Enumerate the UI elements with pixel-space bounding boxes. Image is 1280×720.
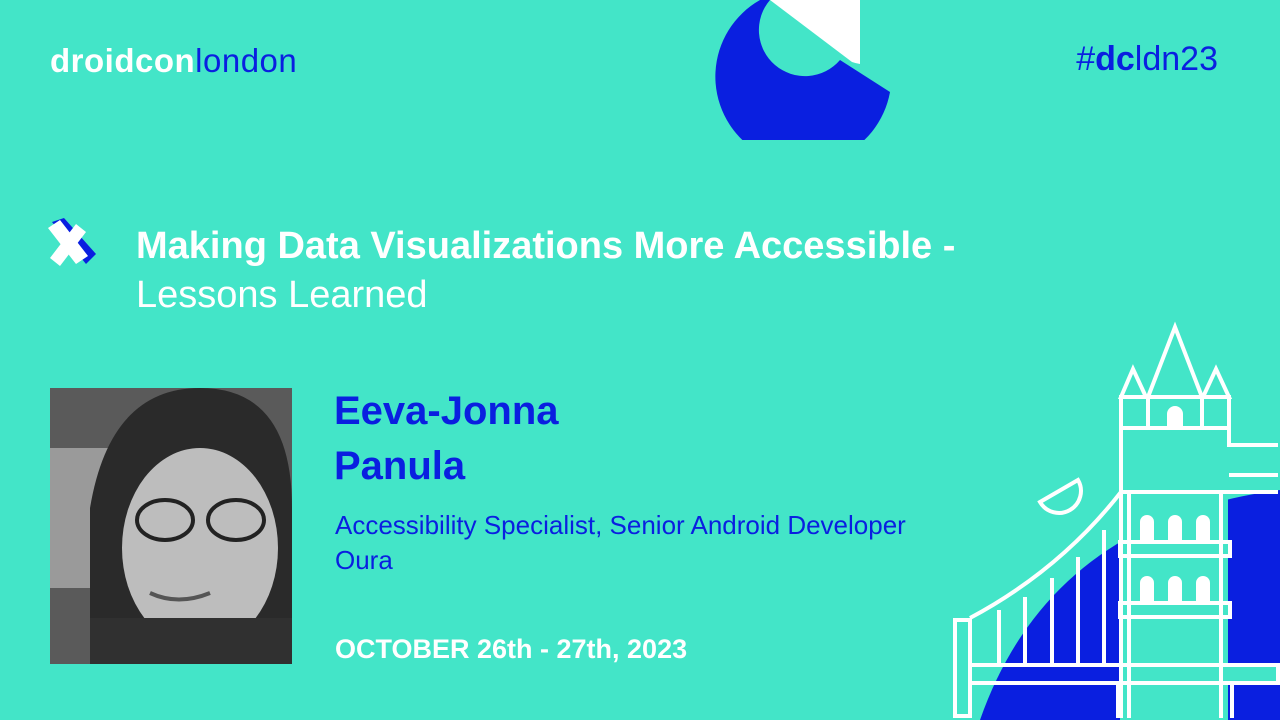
speaker-title: Accessibility Specialist, Senior Android… [335,510,906,540]
speaker-first-name: Eeva-Jonna [334,389,559,433]
speaker-last-name: Panula [334,444,466,488]
hashtag-prefix: # [1076,40,1096,78]
talk-title: Making Data Visualizations More Accessib… [136,225,956,267]
logo-light: london [195,42,298,79]
event-date: OCTOBER 26th - 27th, 2023 [335,634,688,664]
hashtag-bold: dc [1095,40,1135,78]
talk-subtitle: Lessons Learned [136,274,428,316]
x-mark-icon [48,218,96,266]
speaker-company: Oura [335,545,393,575]
android-robot-icon [1037,477,1083,515]
tower-bridge-illustration [953,321,1280,720]
speaker-role: Accessibility Specialist, Senior Android… [335,508,906,578]
hashtag-rest: ldn23 [1134,40,1218,78]
speaker-name: Eeva-Jonna Panula [334,384,559,494]
hashtag: #dcldn23 [1076,40,1218,79]
ring-graphic [715,0,890,140]
droidcon-london-logo: droidconlondon [50,42,297,80]
logo-bold: droidcon [50,42,196,79]
speaker-photo [50,388,292,664]
